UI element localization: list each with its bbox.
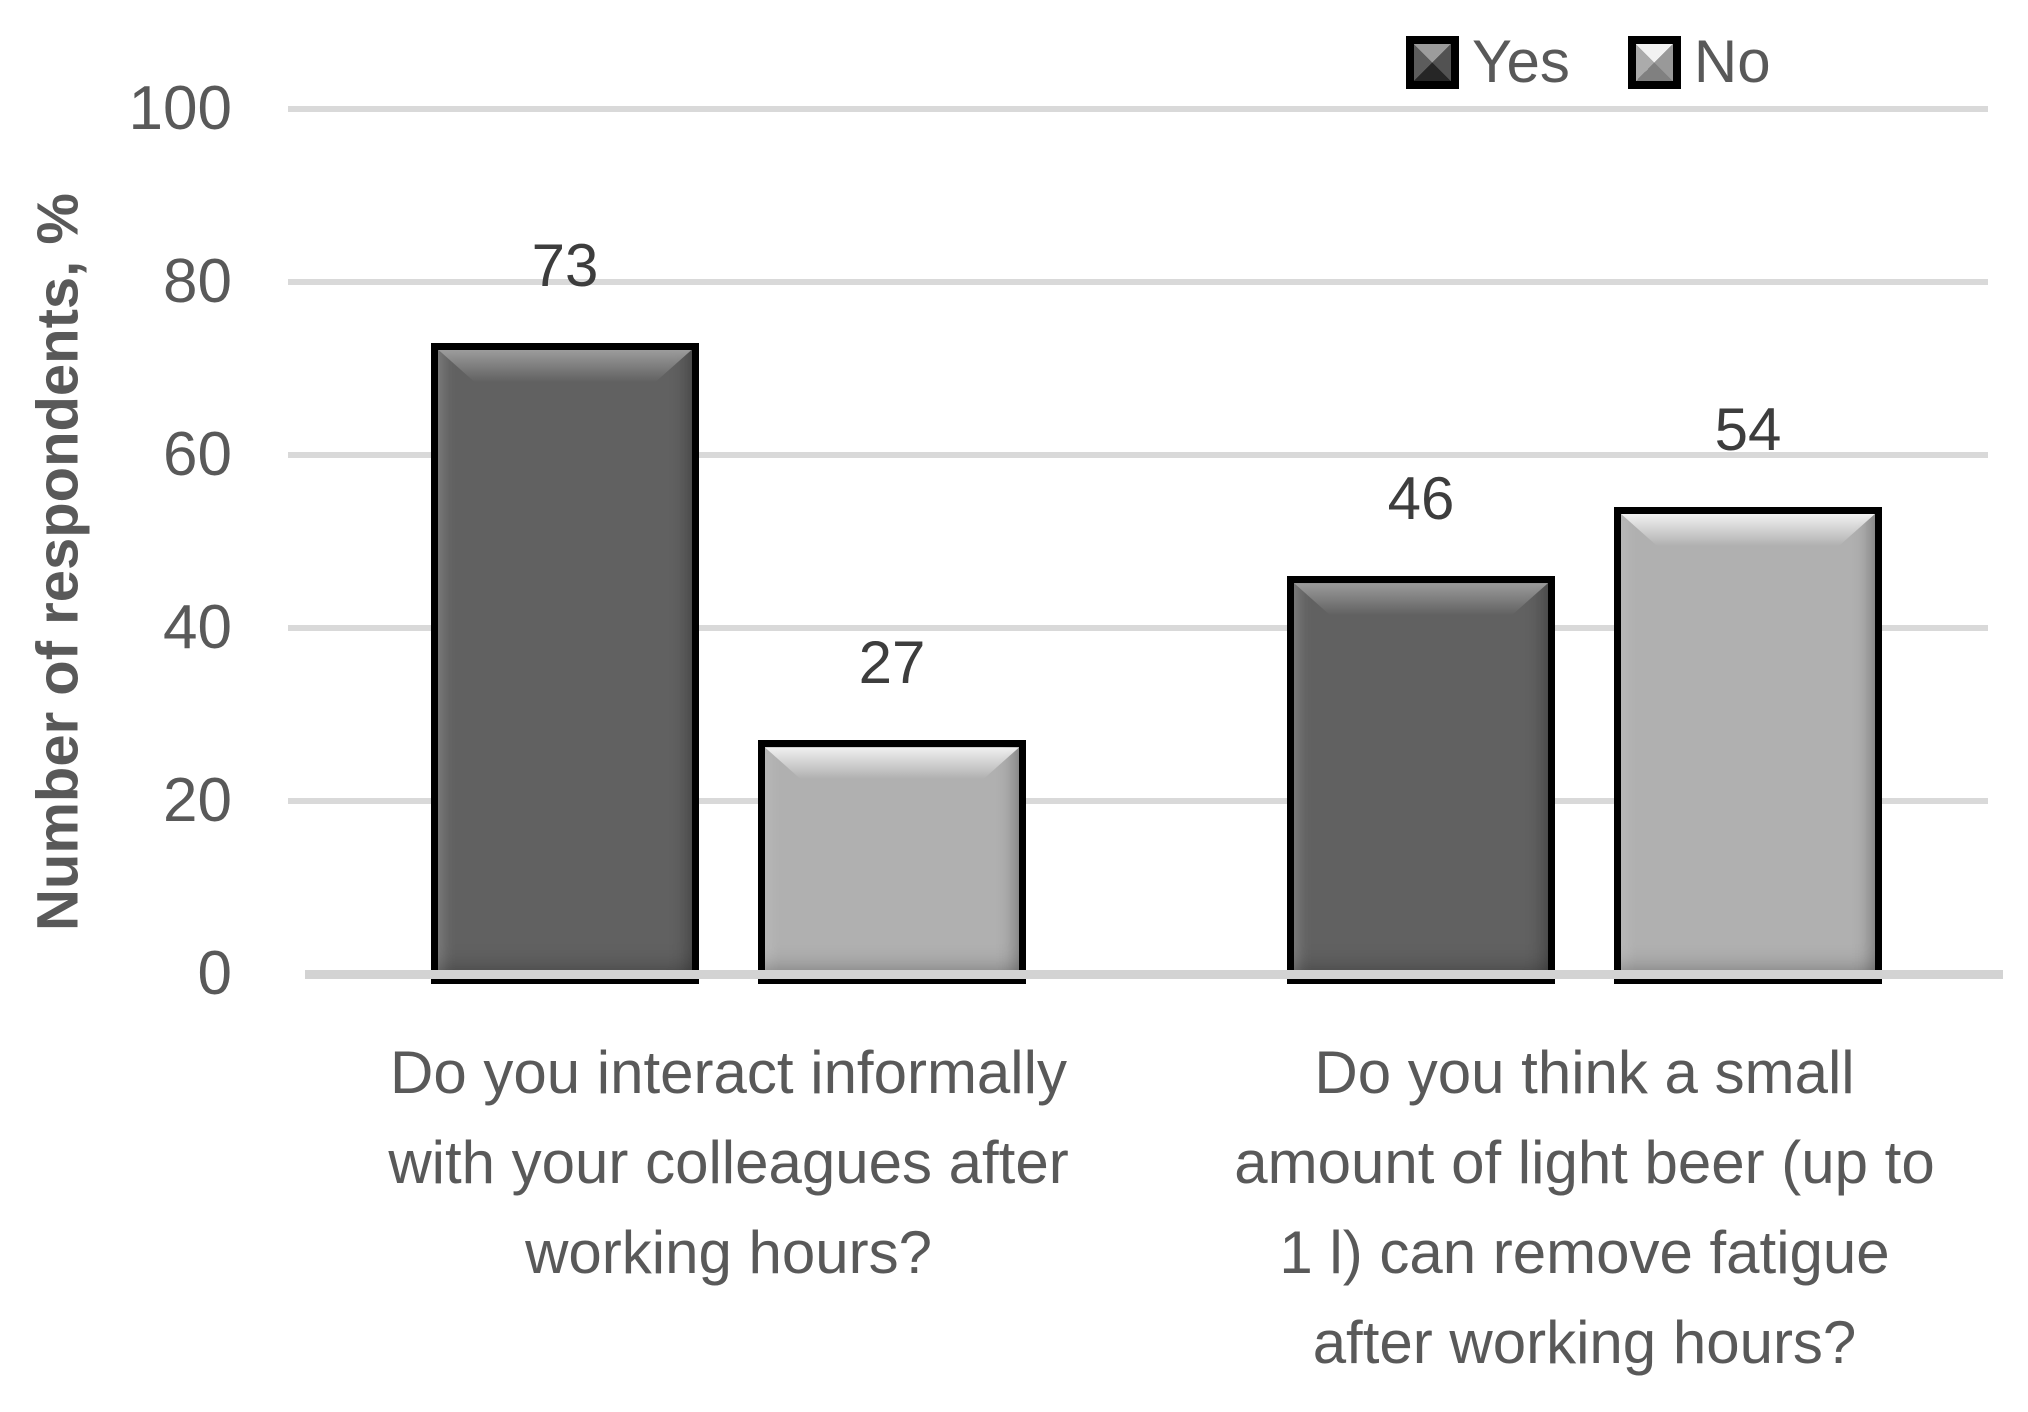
x-category-line: working hours? xyxy=(525,1219,932,1286)
x-axis-baseline xyxy=(305,970,2003,979)
bar-yes-group1 xyxy=(431,342,699,984)
x-category-line: 1 l) can remove fatigue xyxy=(1279,1219,1890,1286)
value-label-yes-group2: 46 xyxy=(1387,465,1455,533)
value-label-yes-group1: 73 xyxy=(531,231,599,299)
legend-marker-yes-icon xyxy=(1406,35,1459,89)
gridline-20 xyxy=(288,798,1988,804)
legend: Yes No xyxy=(1406,28,1771,95)
y-tick-label-40: 40 xyxy=(163,593,232,662)
bar-bevel xyxy=(765,747,1019,779)
x-category-line: Do you interact informally xyxy=(390,1039,1067,1106)
x-category-label-2: Do you think a small amount of light beer… xyxy=(1095,1028,2028,1388)
value-label-no-group2: 54 xyxy=(1714,395,1782,463)
y-tick-label-100: 100 xyxy=(128,74,232,143)
bar-no-group1 xyxy=(758,740,1026,984)
x-category-line: Do you think a small xyxy=(1314,1039,1855,1106)
gridline-80 xyxy=(288,279,1988,285)
gridline-40 xyxy=(288,625,1988,631)
x-category-line: with your colleagues after xyxy=(388,1129,1069,1196)
legend-item-yes: Yes xyxy=(1406,28,1570,95)
bar-no-group2 xyxy=(1614,506,1882,984)
y-tick-label-60: 60 xyxy=(163,420,232,489)
legend-label-yes: Yes xyxy=(1472,28,1570,95)
y-tick-label-20: 20 xyxy=(163,766,232,835)
gridline-60 xyxy=(288,452,1988,458)
y-tick-label-0: 0 xyxy=(197,939,232,1008)
x-category-line: amount of light beer (up to xyxy=(1234,1129,1935,1196)
value-label-no-group1: 27 xyxy=(858,629,926,697)
bar-yes-group2 xyxy=(1287,576,1555,984)
bar-bevel xyxy=(438,350,692,382)
bar-bevel xyxy=(1294,583,1548,615)
legend-marker-no-icon xyxy=(1627,35,1681,89)
gridline-100 xyxy=(288,106,1988,112)
legend-label-no: No xyxy=(1693,28,1771,95)
x-category-label-1: Do you interact informally with your coll… xyxy=(239,1028,1219,1298)
x-category-line: after working hours? xyxy=(1312,1309,1857,1376)
y-tick-label-80: 80 xyxy=(163,247,232,316)
legend-item-no: No xyxy=(1627,28,1771,95)
bar-bevel xyxy=(1621,514,1875,546)
